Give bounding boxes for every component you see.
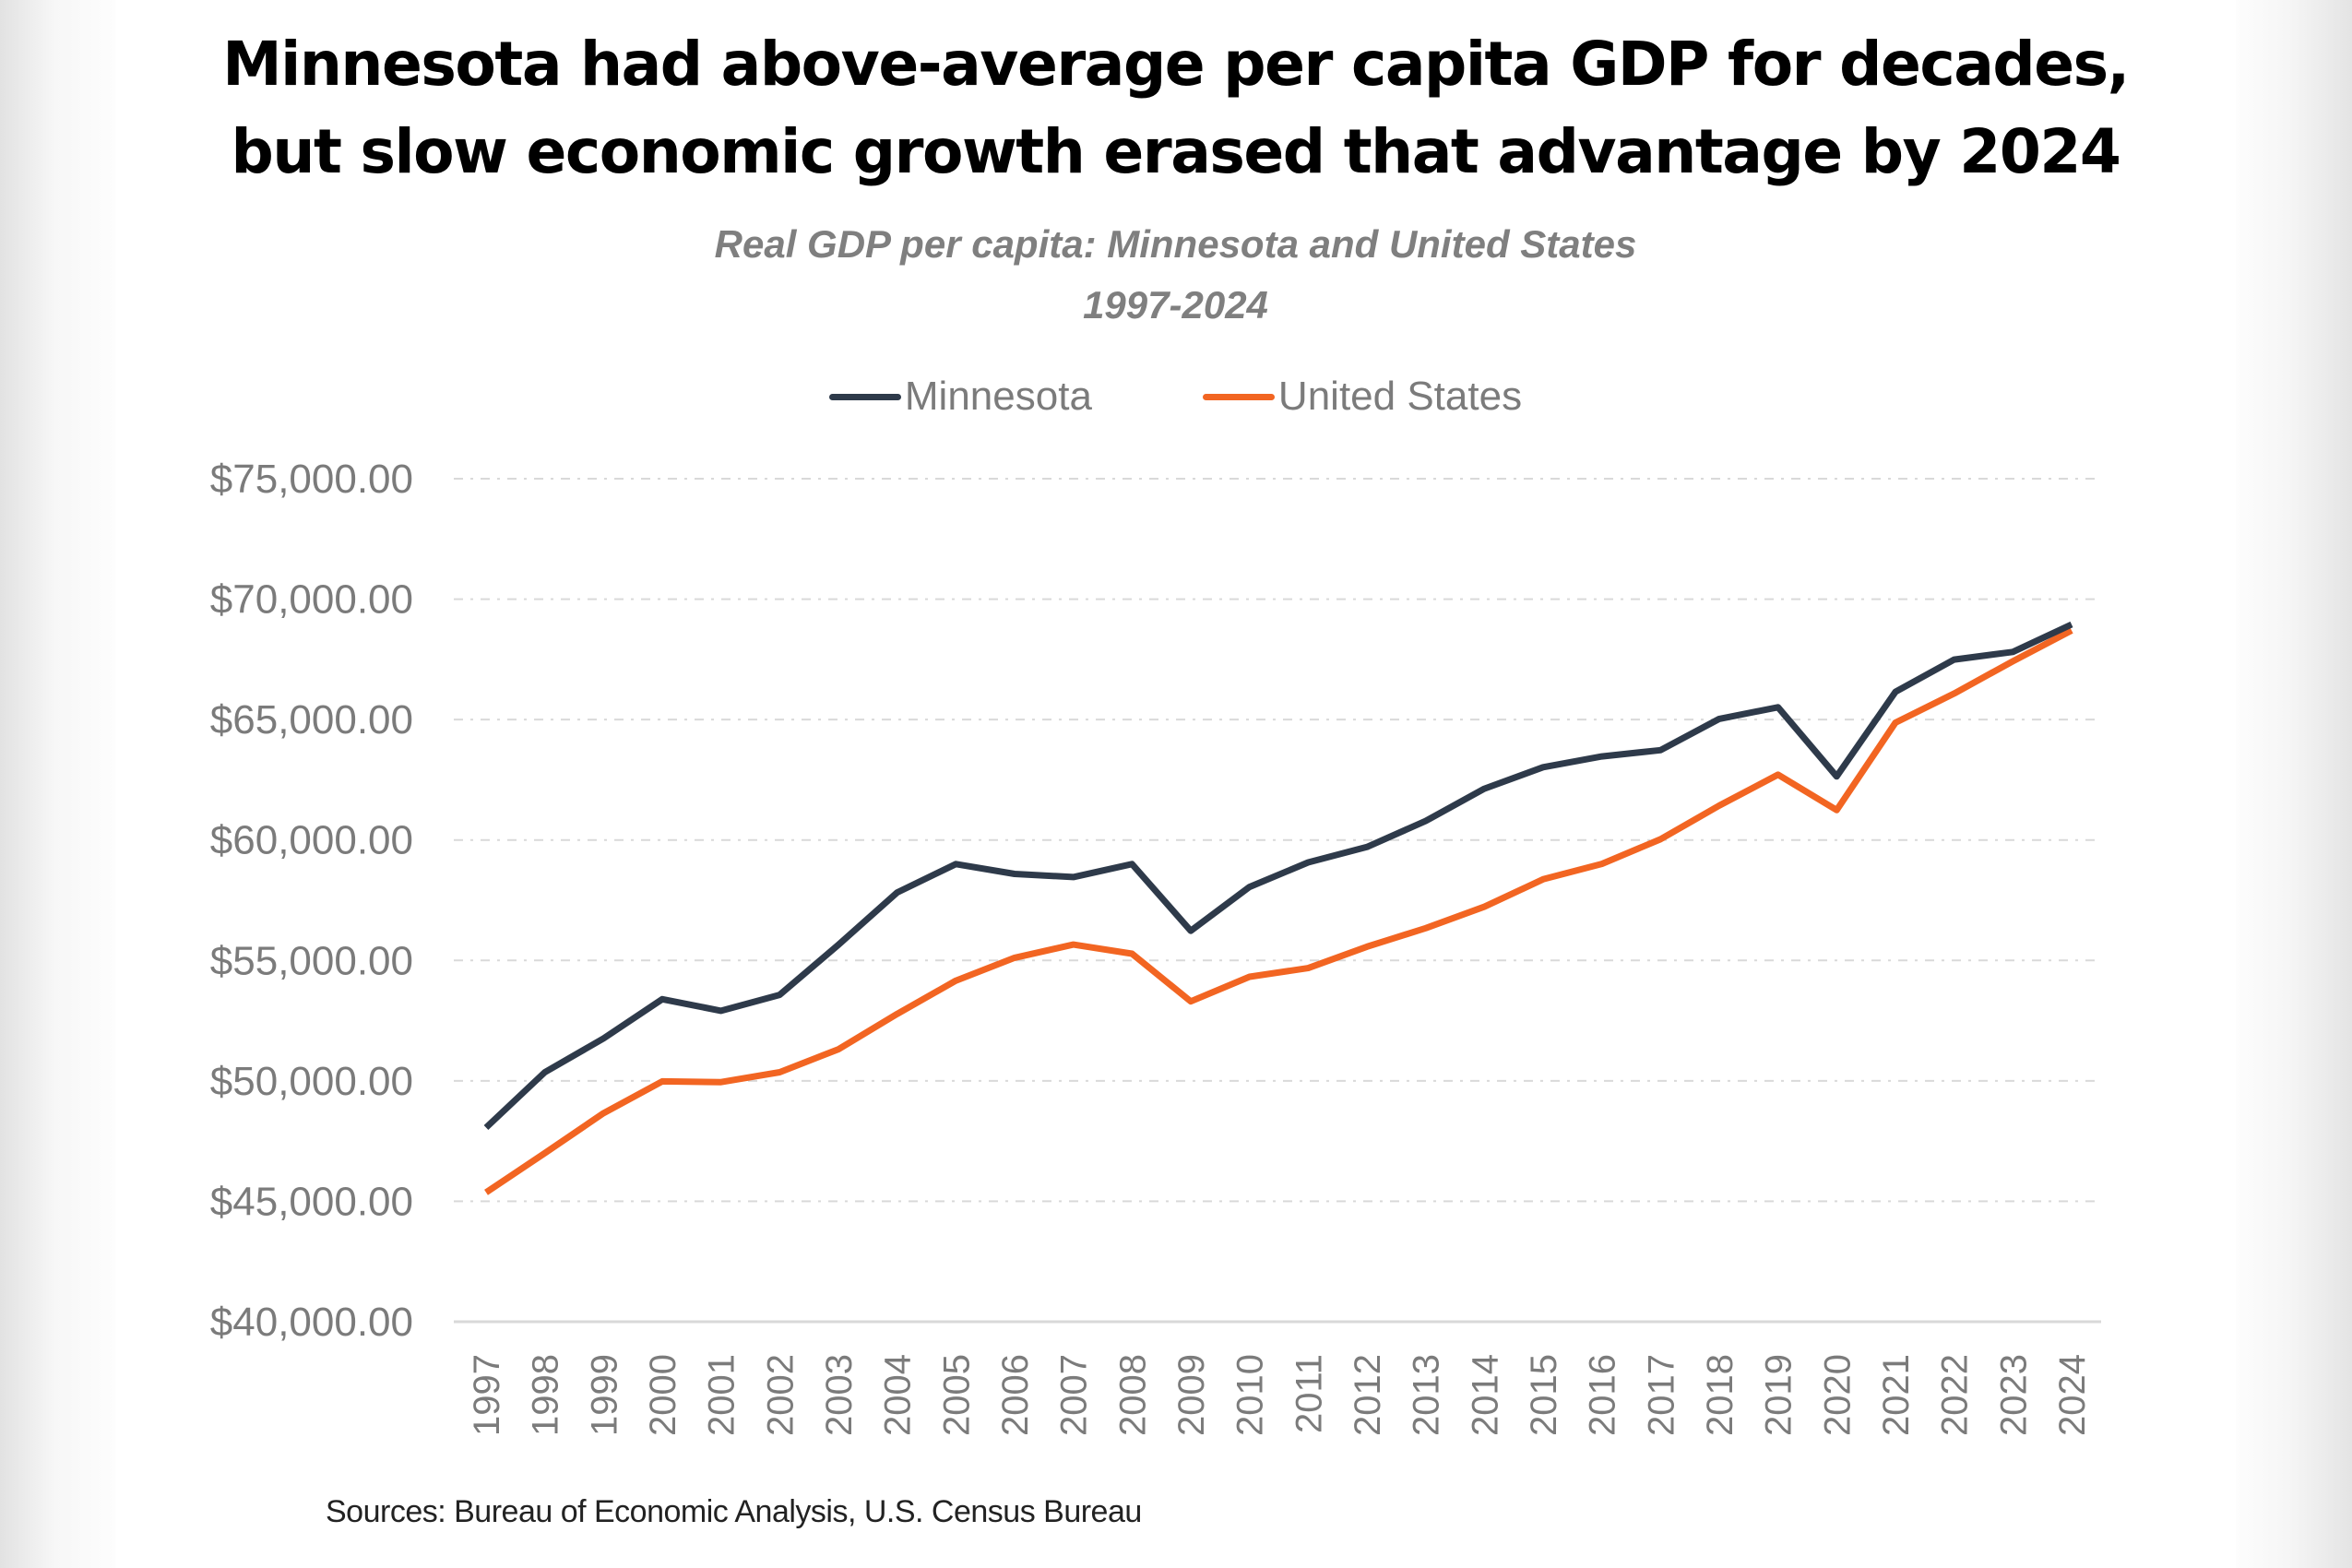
legend-item-united-states: United States [1202,374,1523,420]
y-tick-label: $50,000.00 [210,1059,413,1104]
x-tick-label: 2005 [936,1354,977,1436]
series-lines [483,621,2073,1195]
x-tick-label: 2020 [1817,1354,1858,1436]
x-axis-ticks: 1997 1998 1999 2000 2001 2002 2003 2004 2005 2006… [467,1354,2093,1436]
legend-swatch-united-states [1202,393,1275,400]
x-tick-label: 2023 [1993,1354,2034,1436]
x-tick-label: 2016 [1583,1354,1623,1436]
y-tick-label: $70,000.00 [210,577,413,623]
x-tick-label: 2008 [1112,1354,1153,1436]
x-tick-label: 1999 [584,1354,624,1436]
y-tick-label: $65,000.00 [210,697,413,742]
x-tick-label: 2019 [1759,1354,1800,1436]
legend-swatch-minnesota [828,393,901,400]
x-tick-label: 2012 [1348,1354,1388,1436]
x-tick-label: 2017 [1641,1354,1681,1436]
x-tick-label: 2009 [1171,1354,1212,1436]
x-tick-label: 1997 [467,1354,507,1436]
x-tick-label: 2018 [1700,1354,1740,1436]
chart-subtitle-line-1: Real GDP per capita: Minnesota and Unite… [714,222,1637,266]
y-tick-label: $40,000.00 [210,1300,413,1345]
x-tick-label: 1998 [526,1354,566,1436]
y-tick-label: $75,000.00 [210,457,413,502]
y-tick-label: $55,000.00 [210,938,413,983]
x-tick-label: 2001 [702,1354,742,1436]
series-line-minnesota [483,621,2073,1131]
x-tick-label: 2022 [1935,1354,1976,1436]
x-tick-label: 2000 [643,1354,683,1436]
chart-title: Minnesota had above-average per capita G… [137,20,2215,196]
chart-title-line-2: but slow economic growth erased that adv… [231,116,2121,187]
y-tick-label: $45,000.00 [210,1179,413,1224]
legend-label-minnesota: Minnesota [904,374,1092,419]
x-tick-label: 2013 [1407,1354,1447,1436]
gridlines [454,478,2101,1203]
x-tick-label: 2021 [1876,1354,1917,1436]
y-axis-ticks: $40,000.00 $45,000.00 $50,000.00 $55,000.00… [210,457,413,1345]
x-tick-label: 2003 [819,1354,860,1436]
legend-item-minnesota: Minnesota [828,374,1092,420]
x-tick-label: 2004 [878,1354,919,1436]
y-tick-label: $60,000.00 [210,818,413,863]
series-line-united-states [484,627,2073,1195]
source-note: Sources: Bureau of Economic Analysis, U.… [326,1494,1142,1529]
x-tick-label: 2015 [1524,1354,1564,1436]
chart-title-line-1: Minnesota had above-average per capita G… [222,29,2130,100]
chart-subtitle-line-2: 1997-2024 [1083,283,1268,327]
x-tick-label: 2010 [1230,1354,1271,1436]
x-tick-label: 2024 [2052,1354,2093,1436]
chart-legend: Minnesota United States [115,369,2236,424]
chart-subtitle: Real GDP per capita: Minnesota and Unite… [115,214,2236,336]
x-tick-label: 2002 [760,1354,801,1436]
x-tick-label: 2006 [995,1354,1036,1436]
x-tick-label: 2007 [1054,1354,1095,1436]
chart-card: Minnesota had above-average per capita G… [115,0,2236,1568]
legend-label-united-states: United States [1277,374,1523,419]
x-tick-label: 2014 [1465,1354,1505,1436]
x-tick-label: 2011 [1289,1354,1329,1433]
